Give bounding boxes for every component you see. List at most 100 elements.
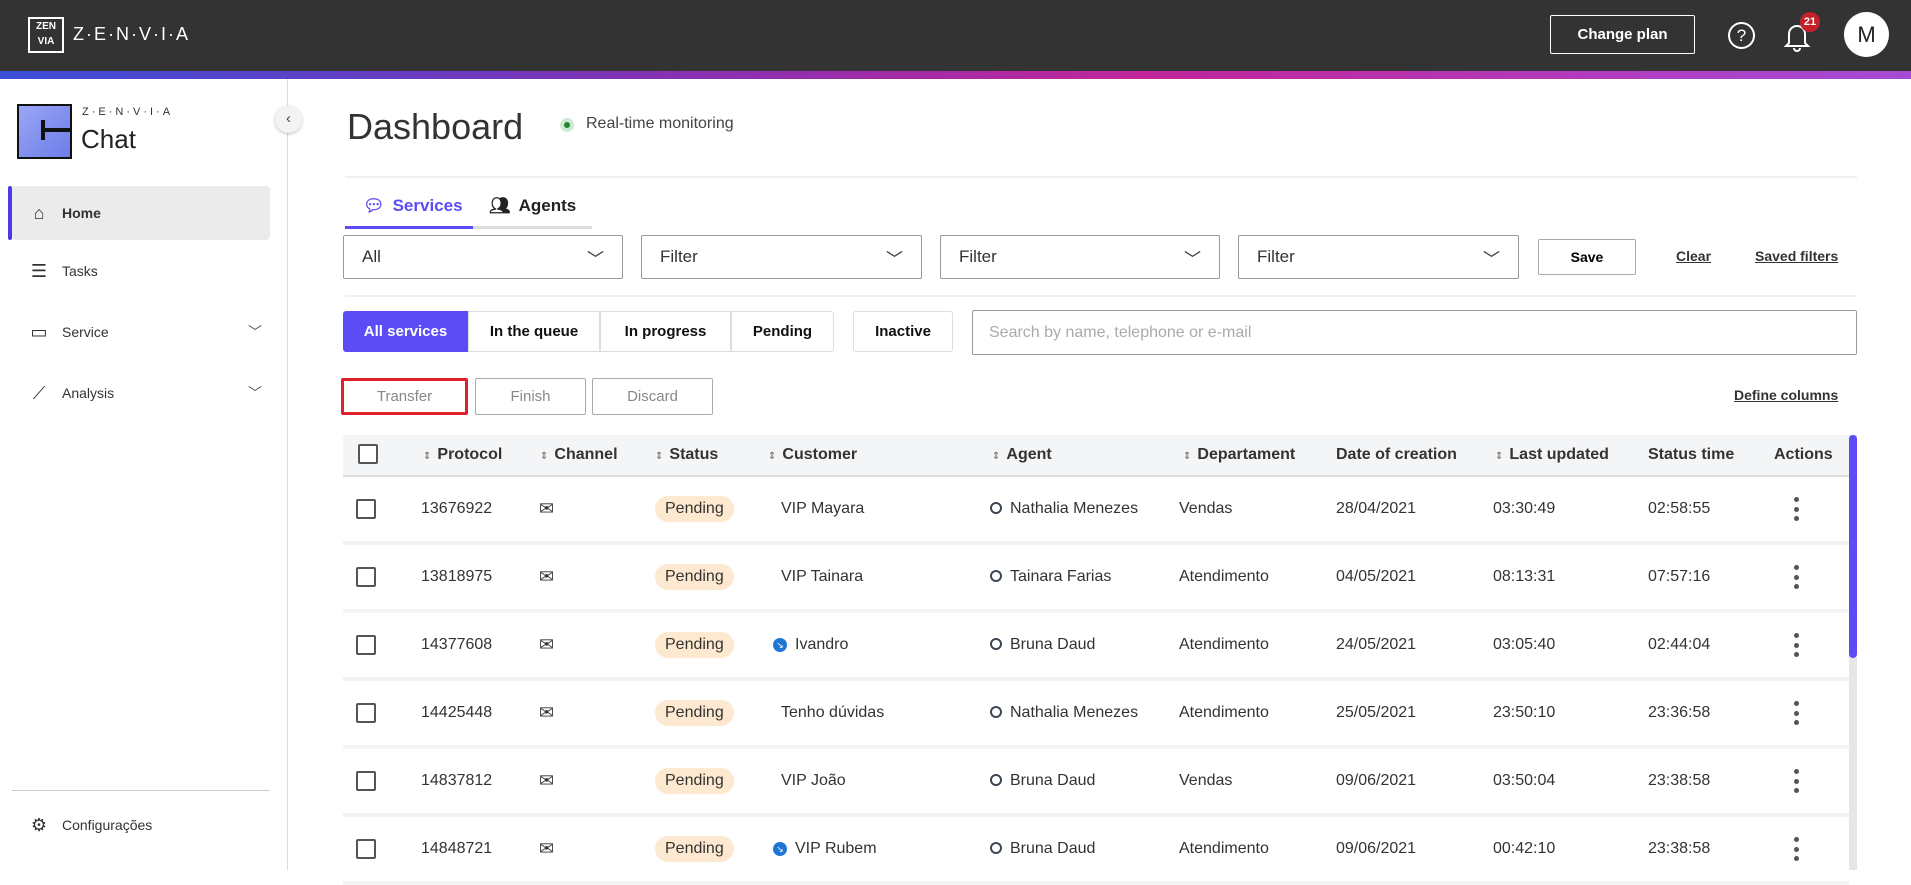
sidebar-item-home[interactable]: ⌂ Home [12,186,270,240]
agent-name: Tainara Farias [1010,568,1112,585]
sidebar-item-tasks[interactable]: ☰ Tasks [12,244,270,298]
filter-select-3[interactable]: Filter ﹀ [940,235,1220,279]
sort-icon: ⇕ [1495,451,1504,462]
tab-agents[interactable]: 👥︎ Agents [489,196,576,216]
scrollbar-thumb[interactable] [1849,435,1857,658]
customer[interactable]: Tenho dúvidas [781,704,884,722]
status-badge: Pending [655,496,734,522]
finish-button[interactable]: Finish [475,378,586,415]
agent-name: Bruna Daud [1010,636,1096,653]
customer[interactable]: ↘ Ivandro [773,636,848,654]
protocol: 13676922 [421,500,493,517]
table-row[interactable]: 14848721 ✉ Pending ↘ VIP Rubem Bruna Daud Aten… [343,817,1849,885]
chevron-down-icon: ﹀ [587,249,604,269]
customer[interactable]: VIP Tainara [781,568,863,586]
gear-icon: ⚙ [30,814,48,835]
saved-filters-link[interactable]: Saved filters [1755,248,1839,264]
chevron-down-icon[interactable]: ﹀ [248,385,262,401]
status-time: 23:38:58 [1648,840,1711,857]
column-actions: Actions [1774,446,1833,464]
sidebar-item-settings[interactable]: ⚙ Configurações [12,798,270,852]
tab-services[interactable]: 💬︎ Services [363,196,463,216]
column-last-updated[interactable]: ⇕ Last updated [1495,446,1609,464]
more-vertical-icon[interactable] [1793,837,1799,861]
discard-button[interactable]: Discard [592,378,713,415]
more-vertical-icon[interactable] [1793,565,1799,589]
table-row[interactable]: 14837812 ✉ Pending VIP João Bruna Daud Vendas… [343,749,1849,817]
protocol: 13818975 [421,568,493,585]
define-columns-link[interactable]: Define columns [1734,387,1839,403]
more-vertical-icon[interactable] [1793,701,1799,725]
table-row[interactable]: 14377608 ✉ Pending ↘ Ivandro Bruna Daud Atendi… [343,613,1849,681]
row-checkbox[interactable] [356,771,376,791]
column-channel[interactable]: ⇕ Channel [540,446,618,464]
column-protocol[interactable]: ⇕ Protocol [423,446,502,464]
column-label: Customer [782,446,858,463]
last-updated: 00:42:10 [1493,840,1556,857]
help-icon[interactable]: ? [1728,22,1755,49]
sort-icon: ⇕ [540,451,549,462]
customer[interactable]: ↘ VIP Rubem [773,840,877,858]
select-all-checkbox[interactable] [358,444,378,464]
agent-status-icon [990,842,1002,854]
more-vertical-icon[interactable] [1793,633,1799,657]
save-filter-button[interactable]: Save [1538,239,1636,275]
top-bar: ZEN VIA Z·E·N·V·I·A Change plan ? 21 M [0,0,1911,71]
more-vertical-icon[interactable] [1793,497,1799,521]
table-row[interactable]: 13676922 ✉ Pending VIP Mayara Nathalia Menez… [343,477,1849,545]
sidebar-item-service[interactable]: ▭ Service ﹀ [12,305,270,359]
column-customer[interactable]: ⇕ Customer [768,446,857,464]
sidebar-item-label: Configurações [62,817,153,833]
department: Atendimento [1179,840,1269,857]
department: Atendimento [1179,568,1269,585]
customer[interactable]: VIP Mayara [781,500,864,518]
column-label: Status time [1648,446,1735,463]
collapse-sidebar-button[interactable]: ‹ [275,106,302,133]
table-row[interactable]: 14425448 ✉ Pending Tenho dúvidas Nathalia Me… [343,681,1849,749]
clear-filters-link[interactable]: Clear [1676,248,1712,264]
segment-all-services[interactable]: All services [343,311,468,352]
row-checkbox[interactable] [356,567,376,587]
row-checkbox[interactable] [356,635,376,655]
row-checkbox[interactable] [356,839,376,859]
agent-status-icon [990,774,1002,786]
filter-select-1[interactable]: All ﹀ [343,235,623,279]
chevron-down-icon[interactable]: ﹀ [248,324,262,340]
department: Atendimento [1179,636,1269,653]
table-row[interactable]: 13818975 ✉ Pending VIP Tainara Tainara Faria… [343,545,1849,613]
chevron-down-icon: ﹀ [886,249,903,269]
tasks-icon: ☰ [30,260,48,281]
sidebar-item-analysis[interactable]: ⟋ Analysis ﹀ [12,366,270,420]
agent-status-icon [990,570,1002,582]
chart-icon: ⟋ [32,382,46,403]
transfer-button[interactable]: Transfer [341,378,468,415]
inactive-button[interactable]: Inactive [853,311,953,352]
column-status[interactable]: ⇕ Status [655,446,718,464]
filter-select-2[interactable]: Filter ﹀ [641,235,922,279]
segment-in-progress[interactable]: In progress [600,311,731,352]
row-checkbox[interactable] [356,703,376,723]
segment-in-the-queue[interactable]: In the queue [468,311,600,352]
more-vertical-icon[interactable] [1793,769,1799,793]
filter-select-4[interactable]: Filter ﹀ [1238,235,1519,279]
avatar[interactable]: M [1844,12,1889,57]
status-time: 02:44:04 [1648,636,1711,653]
status-badge: Pending [655,632,734,658]
search-input[interactable] [972,310,1857,355]
zenvia-chat-logo [17,104,72,159]
column-department[interactable]: ⇕ Departament [1183,446,1295,464]
agent-name: Nathalia Menezes [1010,704,1139,721]
row-checkbox[interactable] [356,499,376,519]
segment-pending[interactable]: Pending [731,311,834,352]
status-time: 23:36:58 [1648,704,1711,721]
column-agent[interactable]: ⇕ Agent [992,446,1052,464]
gradient-stripe [0,71,1911,79]
change-plan-button[interactable]: Change plan [1550,15,1695,54]
agent: Tainara Farias [990,568,1111,586]
column-label: Agent [1006,446,1052,463]
date-of-creation: 09/06/2021 [1336,772,1417,789]
customer-name: Tenho dúvidas [781,704,885,721]
agent-status-icon [990,706,1002,718]
customer[interactable]: VIP João [781,772,846,790]
sort-icon: ⇕ [423,451,432,462]
